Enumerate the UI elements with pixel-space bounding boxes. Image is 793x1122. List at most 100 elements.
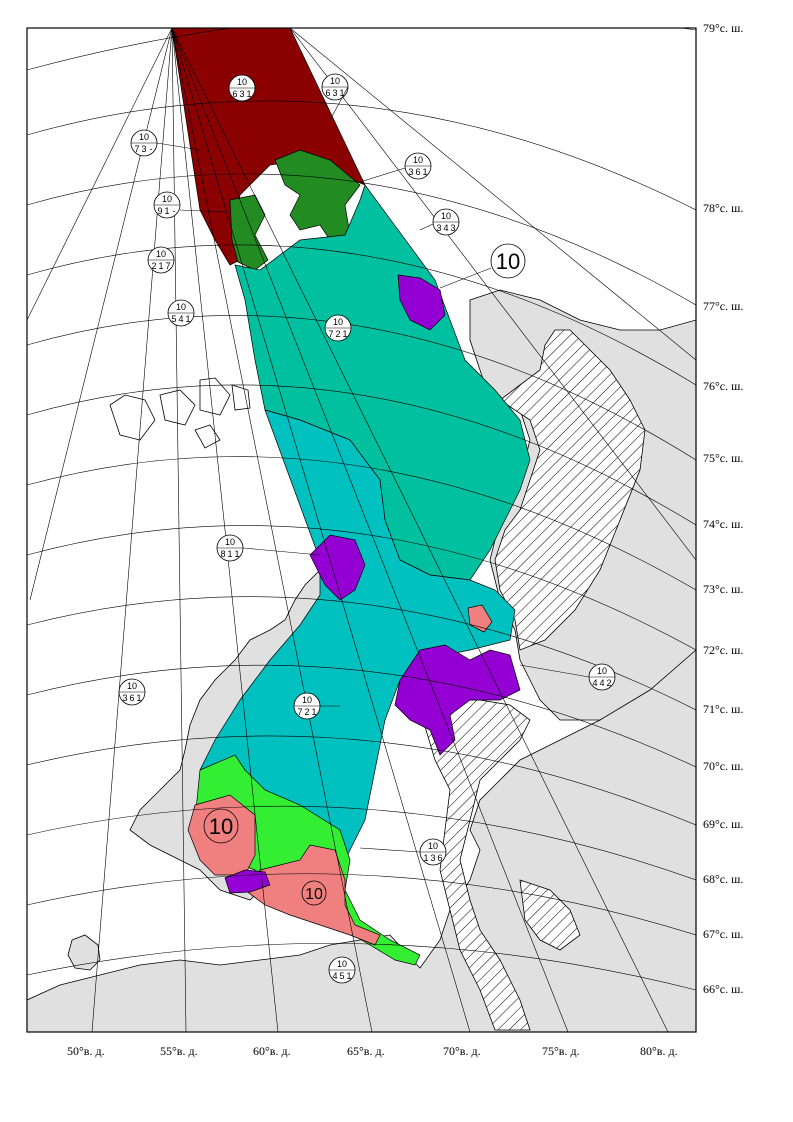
ice-zone-purple-north xyxy=(397,274,446,331)
code-top: 10 xyxy=(441,211,451,221)
ice-code-symbol: 10 6 3 1 xyxy=(228,74,256,102)
code-a: 7 xyxy=(134,144,139,154)
code-a: 3 xyxy=(122,693,127,703)
lon-label: 65°в. д. xyxy=(347,1044,385,1058)
lon-label: 70°в. д. xyxy=(443,1044,481,1058)
code-a: 8 xyxy=(220,549,225,559)
code-top: 10 xyxy=(597,666,607,676)
lon-label: 50°в. д. xyxy=(67,1044,105,1058)
land-islands-northwest xyxy=(109,377,251,449)
ice-code-symbol: 10 2 1 7 xyxy=(147,246,175,274)
lat-label: 75°с. ш. xyxy=(703,451,743,465)
code-top: 10 xyxy=(330,76,340,86)
latitude-labels: 79°с. ш. 78°с. ш. 77°с. ш. 76°с. ш. 75°с… xyxy=(703,21,743,996)
code-c: 1 xyxy=(234,549,239,559)
code-b: 3 xyxy=(141,144,146,154)
ice-code-symbol: 10 3 6 1 xyxy=(404,152,432,180)
code-top: 10 xyxy=(176,302,186,312)
lat-label: 76°с. ш. xyxy=(703,379,743,393)
code-b: 4 xyxy=(599,678,604,688)
code-c: 1 xyxy=(346,971,351,981)
code-b: 2 xyxy=(304,707,309,717)
code-c: 1 xyxy=(136,693,141,703)
ice-code-symbol: 10 6 3 1 xyxy=(321,73,349,101)
code-b: 3 xyxy=(430,853,435,863)
code-a: 2 xyxy=(151,261,156,271)
land-island-west xyxy=(67,934,101,971)
code-a: 3 xyxy=(408,167,413,177)
code-c: 2 xyxy=(606,678,611,688)
code-c: 1 xyxy=(311,707,316,717)
lat-label: 66°с. ш. xyxy=(703,982,743,996)
lat-label: 79°с. ш. xyxy=(703,21,743,35)
ice-code-symbol: 10 7 3 - xyxy=(130,129,158,157)
code-c: 1 xyxy=(339,88,344,98)
ice-code-symbol: 10 7 2 1 xyxy=(293,692,321,720)
code-a: 9 xyxy=(157,206,162,216)
big-code-symbol: 10 xyxy=(301,880,327,906)
code-top: 10 xyxy=(139,132,149,142)
lat-label: 72°с. ш. xyxy=(703,643,743,657)
lon-label: 60°в. д. xyxy=(253,1044,291,1058)
ice-code-symbol: 10 5 4 1 xyxy=(167,299,195,327)
code-top: 10 xyxy=(333,317,343,327)
code-a: 6 xyxy=(232,89,237,99)
hatched-coast-gydan xyxy=(519,879,581,951)
code-top: 10 xyxy=(162,194,172,204)
code-a: 6 xyxy=(325,88,330,98)
ice-code-symbol: 10 4 4 2 xyxy=(588,663,616,691)
lat-label: 68°с. ш. xyxy=(703,872,743,886)
code-a: 7 xyxy=(297,707,302,717)
code-b: 1 xyxy=(227,549,232,559)
ice-zone-purple-mid xyxy=(309,534,366,601)
code-c: 1 xyxy=(246,89,251,99)
hatched-coast-ob xyxy=(419,699,531,1031)
code-top: 10 xyxy=(237,77,247,87)
code-a: 1 xyxy=(423,853,428,863)
code-b: 6 xyxy=(415,167,420,177)
code-top: 10 xyxy=(413,155,423,165)
code-b: 4 xyxy=(443,223,448,233)
code-c: - xyxy=(173,206,176,216)
ice-code-symbol: 10 9 1 - xyxy=(153,191,181,219)
code-c: 1 xyxy=(185,314,190,324)
code-c: 3 xyxy=(450,223,455,233)
code-b: 3 xyxy=(332,88,337,98)
big-code-label: 10 xyxy=(209,814,233,839)
code-b: 2 xyxy=(335,329,340,339)
ice-zone-cyan xyxy=(199,409,516,861)
code-top: 10 xyxy=(302,695,312,705)
longitude-labels: 50°в. д. 55°в. д. 60°в. д. 65°в. д. 70°в… xyxy=(67,1044,678,1058)
code-b: 1 xyxy=(158,261,163,271)
lat-label: 70°с. ш. xyxy=(703,759,743,773)
lon-label: 55°в. д. xyxy=(160,1044,198,1058)
code-a: 3 xyxy=(436,223,441,233)
code-top: 10 xyxy=(337,959,347,969)
code-c: - xyxy=(150,144,153,154)
code-a: 4 xyxy=(332,971,337,981)
ice-code-symbol: 10 3 4 3 xyxy=(432,208,460,236)
code-top: 10 xyxy=(127,681,137,691)
lat-label: 77°с. ш. xyxy=(703,299,743,313)
code-c: 1 xyxy=(342,329,347,339)
map-border xyxy=(26,27,697,1033)
latitude-grid xyxy=(27,28,696,991)
code-top: 10 xyxy=(225,537,235,547)
code-a: 5 xyxy=(171,314,176,324)
big-code-label: 10 xyxy=(305,886,323,903)
lat-label: 71°с. ш. xyxy=(703,702,743,716)
lat-label: 74°с. ш. xyxy=(703,517,743,531)
ice-code-symbol: 10 1 3 6 xyxy=(419,838,447,866)
lon-label: 75°в. д. xyxy=(542,1044,580,1058)
ice-code-symbol: 10 7 2 1 xyxy=(324,314,352,342)
code-b: 6 xyxy=(129,693,134,703)
big-code-symbol: 10 xyxy=(203,808,239,844)
code-c: 6 xyxy=(437,853,442,863)
code-top: 10 xyxy=(156,249,166,259)
code-b: 1 xyxy=(164,206,169,216)
code-c: 7 xyxy=(165,261,170,271)
lat-label: 78°с. ш. xyxy=(703,201,743,215)
leader-lines xyxy=(156,86,590,853)
ice-code-symbol: 10 8 1 1 xyxy=(216,534,244,562)
